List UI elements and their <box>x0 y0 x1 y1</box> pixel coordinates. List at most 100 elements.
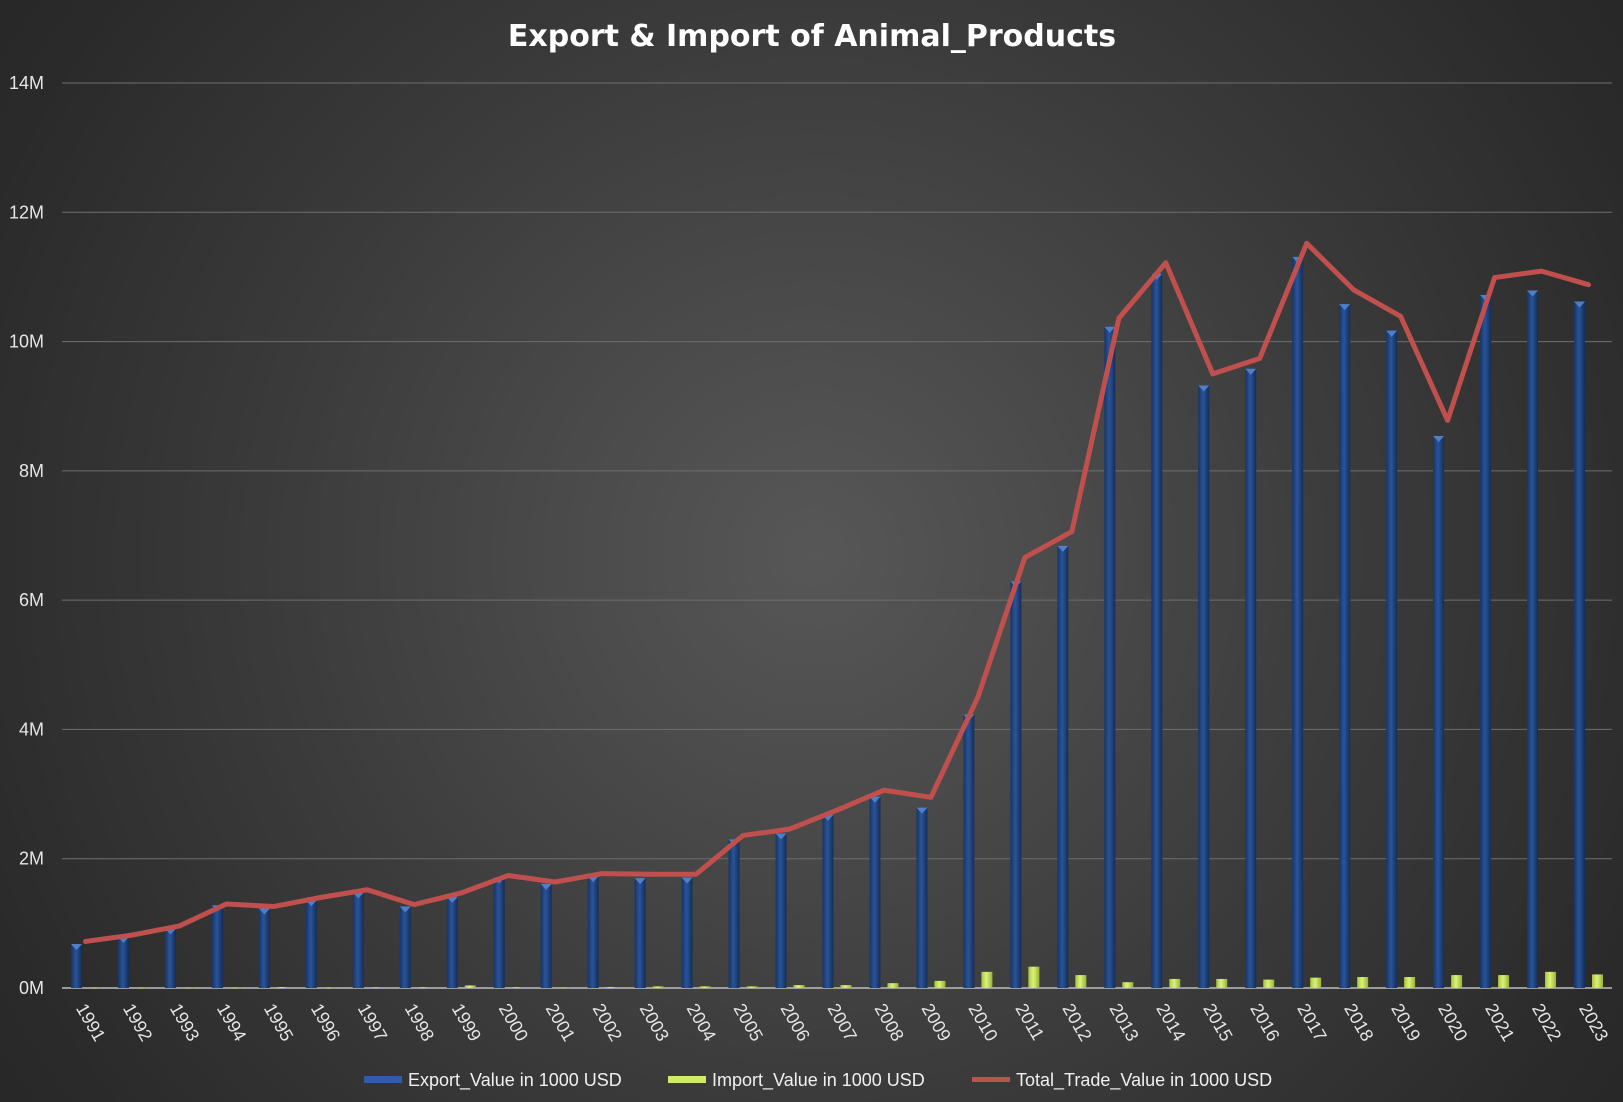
x-tick-label: 1996 <box>307 1000 344 1045</box>
import-bar <box>323 987 335 989</box>
export-bar <box>1010 581 1022 988</box>
import-bar <box>276 987 288 988</box>
import-bar <box>1169 978 1181 988</box>
legend-label: Export_Value in 1000 USD <box>408 1070 622 1091</box>
export-bar <box>1574 301 1586 988</box>
x-tick-label: 2016 <box>1246 1000 1283 1045</box>
x-tick-label: 2008 <box>871 1000 908 1045</box>
import-bar <box>746 986 758 988</box>
import-bar <box>1357 977 1369 988</box>
import-bar <box>1075 975 1087 988</box>
legend-label: Total_Trade_Value in 1000 USD <box>1016 1070 1272 1091</box>
export-bar-cap <box>1057 545 1069 552</box>
export-bar <box>587 876 599 988</box>
legend-swatch-import <box>668 1076 706 1083</box>
import-bar <box>417 987 429 988</box>
x-tick-label: 1999 <box>448 1000 485 1045</box>
export-bar-cap <box>399 906 411 913</box>
import-bar <box>887 983 899 988</box>
export-bar-cap <box>1245 368 1257 375</box>
export-bar <box>1104 326 1116 988</box>
export-bar-cap <box>1574 301 1586 308</box>
x-tick-label: 2017 <box>1293 1000 1330 1045</box>
import-bar <box>840 985 852 988</box>
x-tick-label: 2010 <box>964 1000 1001 1045</box>
export-bar-cap <box>258 908 270 915</box>
export-bar <box>493 877 505 988</box>
export-bar <box>540 883 552 988</box>
legend: Export_Value in 1000 USD Import_Value in … <box>364 1070 1272 1091</box>
export-bar <box>446 896 458 988</box>
y-tick-label: 12M <box>9 202 44 222</box>
legend-swatch-export <box>364 1076 402 1083</box>
export-bar <box>916 807 928 988</box>
y-tick-label: 2M <box>19 849 44 869</box>
x-tick-label: 2004 <box>683 1000 720 1045</box>
legend-item: Import_Value in 1000 USD <box>668 1070 925 1091</box>
y-axis-tick-labels: 0M 2M 4M 6M 8M 10M 12M 14M <box>9 73 44 998</box>
export-bar <box>258 908 270 988</box>
x-tick-label: 2012 <box>1058 1000 1095 1045</box>
chart-title: Export & Import of Animal_Products <box>508 19 1116 54</box>
export-bar <box>70 944 82 988</box>
export-bar <box>117 936 129 988</box>
import-bar <box>229 987 241 989</box>
export-bar <box>399 906 411 988</box>
export-bar <box>1339 304 1351 988</box>
legend-label: Import_Value in 1000 USD <box>712 1070 925 1091</box>
import-bar <box>793 985 805 988</box>
export-bar <box>822 814 834 988</box>
export-bar <box>352 892 364 988</box>
x-tick-label: 1997 <box>354 1000 391 1045</box>
x-tick-label: 2003 <box>636 1000 673 1045</box>
import-bar <box>1545 971 1557 988</box>
export-bar <box>775 833 787 988</box>
export-bar <box>1480 295 1492 988</box>
x-tick-label: 2018 <box>1340 1000 1377 1045</box>
export-bar-cap <box>1527 290 1539 297</box>
legend-item: Total_Trade_Value in 1000 USD <box>972 1070 1272 1091</box>
y-tick-label: 6M <box>19 590 44 610</box>
grid-lines <box>62 82 1612 989</box>
x-tick-label: 2020 <box>1434 1000 1471 1045</box>
export-bar <box>1151 273 1163 989</box>
y-tick-label: 4M <box>19 719 44 739</box>
import-bar <box>652 986 664 988</box>
x-tick-label: 2000 <box>495 1000 532 1045</box>
y-tick-label: 10M <box>9 332 44 352</box>
import-bar <box>182 987 194 989</box>
export-bar-cap <box>775 833 787 840</box>
import-bar <box>981 971 993 988</box>
x-tick-label: 2021 <box>1481 1000 1518 1045</box>
export-bar-cap <box>916 807 928 814</box>
x-tick-label: 2009 <box>917 1000 954 1045</box>
export-bar <box>728 839 740 988</box>
import-bar <box>88 987 100 989</box>
export-bar <box>869 796 881 988</box>
import-bar <box>511 987 523 988</box>
export-bar <box>211 905 223 988</box>
export-bar <box>305 900 317 988</box>
import-bar <box>1498 975 1510 988</box>
export-bar-cap <box>70 944 82 951</box>
export-bar <box>1198 385 1210 988</box>
x-tick-label: 2001 <box>542 1000 579 1045</box>
import-bar <box>1028 966 1040 988</box>
x-tick-label: 2005 <box>730 1000 767 1045</box>
x-tick-label: 2011 <box>1011 1000 1048 1044</box>
x-tick-label: 1995 <box>260 1000 297 1045</box>
x-tick-label: 2007 <box>824 1000 861 1045</box>
x-tick-label: 1991 <box>72 1000 109 1045</box>
x-tick-label: 1998 <box>401 1000 438 1045</box>
import-bar <box>1310 977 1322 988</box>
import-bar <box>464 985 476 988</box>
import-bar <box>558 987 570 989</box>
export-bar-cap <box>634 878 646 885</box>
import-bar <box>1404 977 1416 988</box>
import-bar <box>699 986 711 988</box>
x-tick-label: 2014 <box>1152 1000 1189 1045</box>
export-bar-cap <box>1386 330 1398 337</box>
x-tick-label: 2006 <box>777 1000 814 1045</box>
